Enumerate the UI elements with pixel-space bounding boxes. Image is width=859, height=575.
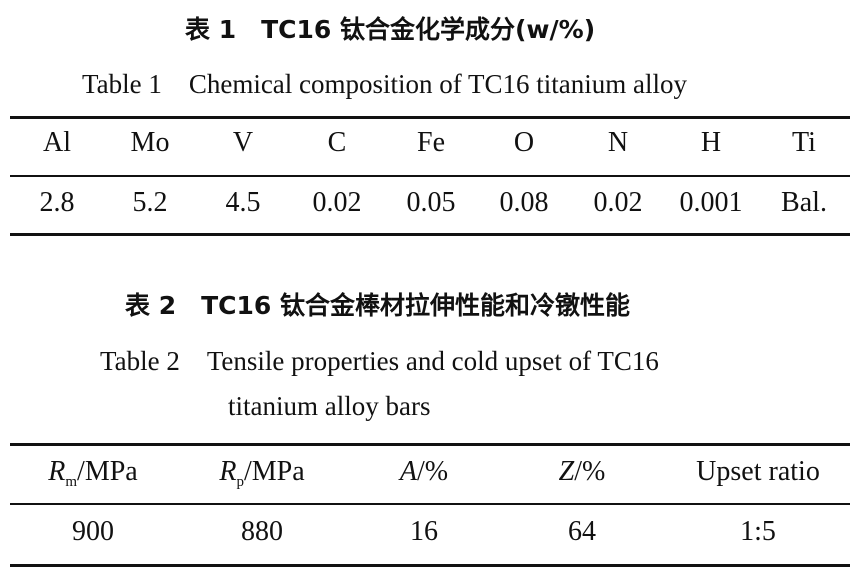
table2-value-cell: 1:5 xyxy=(740,516,776,547)
symbol: Z xyxy=(558,456,575,487)
table2-bottom-rule xyxy=(10,564,850,567)
table1-header-rule xyxy=(10,175,850,177)
table1-header-cell: Mo xyxy=(130,127,170,158)
table1-value-cell: 5.2 xyxy=(132,187,168,218)
table2-header-cell: Z/% xyxy=(559,456,606,488)
unit: /MPa xyxy=(77,456,138,487)
table1-header-cell: H xyxy=(700,127,722,158)
unit: /% xyxy=(417,456,449,487)
table2-top-rule xyxy=(10,443,850,446)
table2-header-cell: A/% xyxy=(400,456,448,488)
table1-header-cell: N xyxy=(607,127,629,158)
table2-title-en-line2: titanium alloy bars xyxy=(228,391,431,421)
table1-header-cell: Fe xyxy=(417,127,445,158)
table2-value-cell: 64 xyxy=(568,516,596,547)
table1-value-cell: Bal. xyxy=(781,187,827,218)
symbol: A xyxy=(399,456,417,487)
table2-value-cell: 880 xyxy=(241,516,283,547)
symbol: R xyxy=(219,456,237,487)
unit: /% xyxy=(574,456,606,487)
subscript: p xyxy=(236,474,244,490)
table1-value-cell: 0.05 xyxy=(406,187,456,218)
table1-value-cell: 2.8 xyxy=(39,187,75,218)
table1-header-cell: O xyxy=(513,127,535,158)
table2-value-cell: 900 xyxy=(72,516,114,547)
table1-header-cell: Ti xyxy=(792,127,816,158)
unit: Upset ratio xyxy=(696,456,820,487)
unit: /MPa xyxy=(243,456,305,487)
table2-value-cell: 16 xyxy=(410,516,438,547)
table2-header-cell: Rm/MPa xyxy=(48,456,137,491)
table1-value-cell: 0.02 xyxy=(312,187,362,218)
table2-header-cell: Rp/MPa xyxy=(219,456,304,491)
table1-header-cell: V xyxy=(232,127,254,158)
subscript: m xyxy=(65,474,78,490)
table1-header-cell: C xyxy=(327,127,347,158)
table2-title-en-line1: Table 2 Tensile properties and cold upse… xyxy=(100,346,659,376)
table1-value-cell: 0.001 xyxy=(679,187,743,218)
table1-title-cn: 表 1 TC16 钛合金化学成分(w/%) xyxy=(185,15,596,44)
table2-header-cell: Upset ratio xyxy=(696,456,820,488)
table2-title-cn: 表 2 TC16 钛合金棒材拉伸性能和冷镦性能 xyxy=(125,291,630,320)
symbol: R xyxy=(48,456,66,487)
table1-value-cell: 0.08 xyxy=(499,187,549,218)
table1-bottom-rule xyxy=(10,233,850,236)
table1-header-cell: Al xyxy=(43,127,71,158)
table1-top-rule xyxy=(10,116,850,119)
table2-header-rule xyxy=(10,503,850,505)
table1-title-en: Table 1 Chemical composition of TC16 tit… xyxy=(82,69,688,99)
table1-value-cell: 0.02 xyxy=(593,187,643,218)
table1-value-cell: 4.5 xyxy=(225,187,261,218)
